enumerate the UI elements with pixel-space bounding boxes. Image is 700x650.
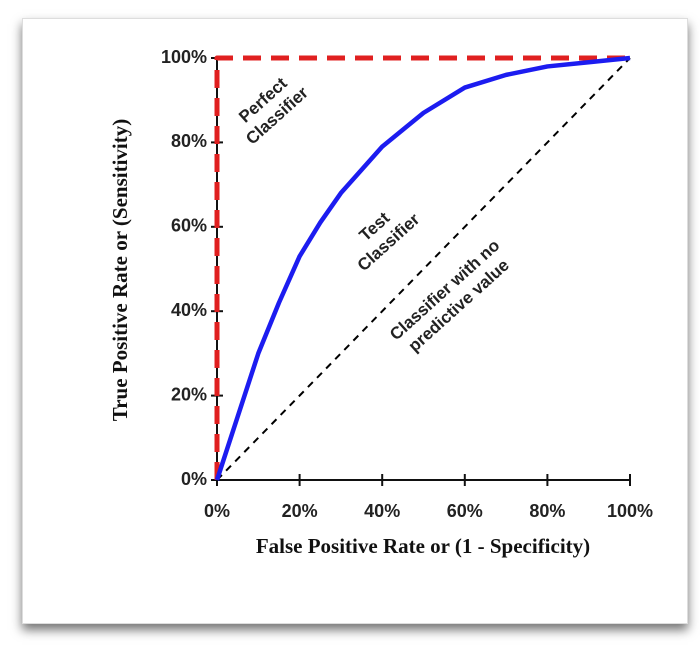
- y-tick-label: 80%: [171, 131, 207, 151]
- x-tick-label: 20%: [282, 501, 318, 521]
- x-tick-label: 0%: [204, 501, 230, 521]
- annotation: Classifier with nopredictive value: [386, 236, 517, 360]
- line: [214, 55, 631, 481]
- x-axis-label: False Positive Rate or (1 - Specificity): [256, 534, 590, 558]
- card: [22, 18, 688, 624]
- line: [214, 55, 630, 480]
- x-tick-label: 100%: [607, 501, 653, 521]
- y-tick-label: 20%: [171, 384, 207, 404]
- y-tick-label: 0%: [181, 469, 207, 489]
- x-tick-label: 40%: [364, 501, 400, 521]
- x-tick-label: 80%: [529, 501, 565, 521]
- annotation: TestClassifier: [340, 194, 424, 275]
- annotation: PerfectClassifier: [229, 68, 313, 149]
- y-tick-label: 40%: [171, 300, 207, 320]
- y-tick-label: 60%: [171, 216, 207, 236]
- x-tick-label: 60%: [447, 501, 483, 521]
- y-tick-label: 100%: [161, 47, 207, 67]
- y-axis-label: True Positive Rate or (Sensitivity): [108, 119, 132, 422]
